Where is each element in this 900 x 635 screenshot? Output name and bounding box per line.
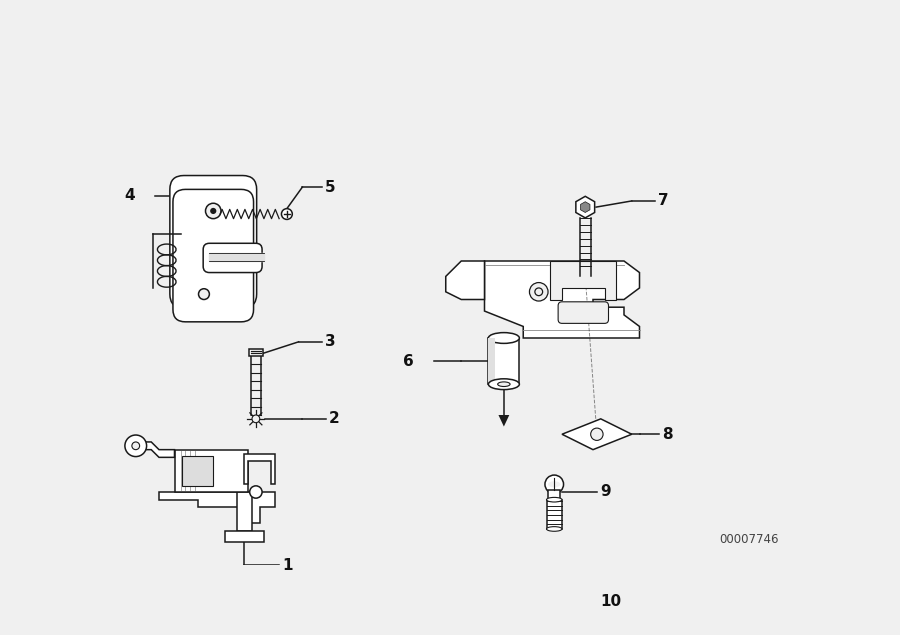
Circle shape xyxy=(282,209,292,220)
Circle shape xyxy=(132,442,140,450)
Circle shape xyxy=(210,208,216,214)
Polygon shape xyxy=(140,442,175,457)
Polygon shape xyxy=(576,196,595,218)
Text: 9: 9 xyxy=(600,485,610,500)
Ellipse shape xyxy=(489,379,519,390)
Text: 5: 5 xyxy=(325,180,336,194)
Ellipse shape xyxy=(542,580,567,589)
Circle shape xyxy=(205,203,221,218)
Circle shape xyxy=(199,289,210,300)
Polygon shape xyxy=(159,492,275,523)
Circle shape xyxy=(125,435,147,457)
Circle shape xyxy=(249,486,262,498)
Polygon shape xyxy=(499,415,509,427)
Polygon shape xyxy=(542,584,567,619)
FancyBboxPatch shape xyxy=(176,192,250,319)
Circle shape xyxy=(590,428,603,441)
Polygon shape xyxy=(210,253,264,261)
FancyBboxPatch shape xyxy=(558,302,608,323)
Ellipse shape xyxy=(548,481,561,488)
Polygon shape xyxy=(548,490,561,500)
Polygon shape xyxy=(249,349,263,356)
Circle shape xyxy=(535,288,543,296)
Ellipse shape xyxy=(545,475,563,493)
Text: 4: 4 xyxy=(124,188,135,203)
Ellipse shape xyxy=(546,497,562,502)
Ellipse shape xyxy=(542,615,567,624)
FancyBboxPatch shape xyxy=(173,189,254,322)
Polygon shape xyxy=(237,492,252,530)
Text: 8: 8 xyxy=(662,427,672,442)
Text: 00007746: 00007746 xyxy=(719,533,779,546)
Polygon shape xyxy=(580,202,590,213)
FancyBboxPatch shape xyxy=(203,243,262,272)
Text: 10: 10 xyxy=(600,594,621,609)
FancyBboxPatch shape xyxy=(170,175,256,308)
Ellipse shape xyxy=(546,526,562,531)
Text: 1: 1 xyxy=(283,558,293,573)
Polygon shape xyxy=(546,500,562,529)
Polygon shape xyxy=(244,453,275,485)
Polygon shape xyxy=(225,530,264,542)
Polygon shape xyxy=(489,338,519,384)
Polygon shape xyxy=(489,338,495,384)
Polygon shape xyxy=(562,419,632,450)
Text: 3: 3 xyxy=(325,335,336,349)
Ellipse shape xyxy=(498,382,510,387)
Polygon shape xyxy=(175,450,248,492)
Polygon shape xyxy=(446,261,484,300)
Circle shape xyxy=(529,283,548,301)
Text: 6: 6 xyxy=(403,354,414,368)
Circle shape xyxy=(252,415,260,423)
Text: 7: 7 xyxy=(658,194,669,208)
Text: 2: 2 xyxy=(328,411,339,426)
Polygon shape xyxy=(182,456,213,486)
Polygon shape xyxy=(542,578,566,591)
Polygon shape xyxy=(551,261,616,300)
Polygon shape xyxy=(484,261,640,338)
Ellipse shape xyxy=(489,333,519,344)
